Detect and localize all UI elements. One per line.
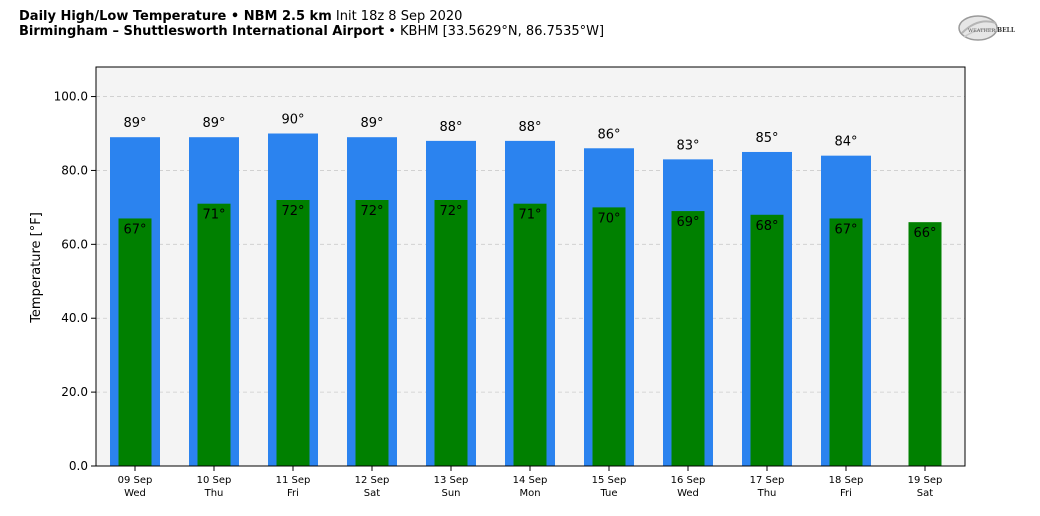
- location-name: Birmingham – Shuttlesworth International…: [19, 24, 385, 39]
- x-date-label: 12 Sep: [355, 475, 390, 486]
- high-value-label: 88°: [439, 120, 462, 135]
- low-bar: [197, 203, 231, 466]
- x-day-label: Sat: [917, 488, 933, 499]
- x-day-label: Fri: [287, 488, 299, 499]
- low-bar: [592, 207, 626, 466]
- x-day-label: Wed: [677, 488, 699, 499]
- x-day-label: Thu: [757, 488, 777, 499]
- low-value-label: 72°: [439, 204, 462, 219]
- x-day-label: Tue: [599, 488, 617, 499]
- high-value-label: 85°: [755, 131, 778, 146]
- init-time: Init 18z 8 Sep 2020: [335, 9, 463, 24]
- x-date-label: 09 Sep: [118, 475, 153, 486]
- low-value-label: 71°: [202, 208, 225, 223]
- high-value-label: 83°: [676, 138, 699, 153]
- low-value-label: 72°: [281, 204, 304, 219]
- logo-text-b: BELL: [997, 27, 1016, 34]
- station-info: • KBHM [33.5629°N, 86.7535°W]: [388, 24, 605, 39]
- y-tick-label: 0.0: [69, 459, 88, 473]
- high-value-label: 89°: [123, 116, 146, 131]
- x-date-label: 17 Sep: [750, 475, 785, 486]
- location-line: Birmingham – Shuttlesworth International…: [19, 24, 604, 39]
- high-value-label: 88°: [518, 120, 541, 135]
- high-value-label: 89°: [202, 116, 225, 131]
- x-day-label: Sun: [441, 488, 460, 499]
- low-bar: [434, 200, 468, 466]
- low-value-label: 67°: [123, 222, 146, 237]
- low-value-label: 66°: [913, 226, 936, 241]
- x-day-label: Mon: [519, 488, 540, 499]
- x-date-label: 19 Sep: [908, 475, 943, 486]
- y-tick-label: 100.0: [54, 90, 88, 104]
- high-value-label: 86°: [597, 127, 620, 142]
- y-tick-label: 20.0: [61, 385, 88, 399]
- low-value-label: 70°: [597, 211, 620, 226]
- y-tick-label: 80.0: [61, 163, 88, 177]
- low-value-label: 72°: [360, 204, 383, 219]
- low-value-label: 71°: [518, 208, 541, 223]
- low-bar: [671, 211, 705, 466]
- x-day-label: Thu: [204, 488, 224, 499]
- low-bar: [750, 214, 784, 466]
- x-day-label: Sat: [364, 488, 380, 499]
- low-value-label: 67°: [834, 222, 857, 237]
- low-bar: [908, 222, 942, 466]
- logo-text-a: WEATHER: [968, 28, 995, 34]
- title-line: Daily High/Low Temperature • NBM 2.5 km …: [19, 9, 604, 24]
- x-date-label: 10 Sep: [197, 475, 232, 486]
- low-value-label: 69°: [676, 215, 699, 230]
- x-day-label: Fri: [840, 488, 852, 499]
- low-bar: [355, 200, 389, 466]
- low-bar: [829, 218, 863, 466]
- low-labels: 67° 71° 72° 72° 72° 71° 70° 69° 68° 67° 66°: [123, 204, 936, 241]
- y-tick-label: 40.0: [61, 311, 88, 325]
- x-date-label: 16 Sep: [671, 475, 706, 486]
- x-axis: 09 Sep Wed 10 Sep Thu 11 Sep Fri 12 Sep Sat 13 S…: [118, 466, 943, 499]
- y-axis-label: Temperature [°F]: [29, 212, 44, 324]
- low-value-label: 68°: [755, 219, 778, 234]
- x-day-label: Wed: [124, 488, 146, 499]
- chart-header: Daily High/Low Temperature • NBM 2.5 km …: [19, 9, 604, 39]
- low-bar: [276, 200, 310, 466]
- low-bar: [118, 218, 152, 466]
- low-bars: [118, 200, 942, 466]
- low-bar: [513, 203, 547, 466]
- weatherbell-logo: WEATHER BELL: [958, 15, 1016, 41]
- x-date-label: 13 Sep: [434, 475, 469, 486]
- high-value-label: 84°: [834, 135, 857, 150]
- high-value-label: 89°: [360, 116, 383, 131]
- x-date-label: 11 Sep: [276, 475, 311, 486]
- high-value-label: 90°: [281, 113, 304, 128]
- chart-title: Daily High/Low Temperature • NBM 2.5 km: [19, 9, 332, 24]
- x-date-label: 14 Sep: [513, 475, 548, 486]
- x-date-label: 15 Sep: [592, 475, 627, 486]
- y-tick-label: 60.0: [61, 237, 88, 251]
- high-labels: 89° 89° 90° 89° 88° 88° 86° 83° 85° 84°: [123, 113, 857, 154]
- y-axis: 0.0 20.0 40.0 60.0 80.0 100.0: [54, 90, 96, 473]
- x-date-label: 18 Sep: [829, 475, 864, 486]
